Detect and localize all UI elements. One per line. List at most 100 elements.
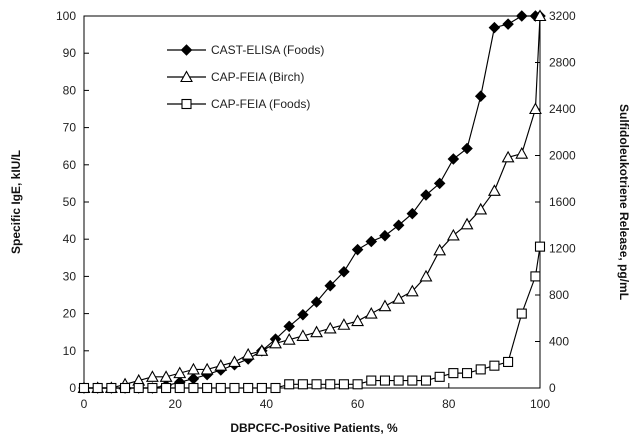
data-point-series-0-23	[392, 219, 405, 232]
data-point-series-1-18	[323, 321, 337, 334]
y-right-tick-label: 1200	[549, 242, 576, 256]
data-point-series-0-31	[502, 18, 514, 30]
plot-frame	[83, 15, 541, 389]
data-point-series-1-8	[187, 362, 200, 375]
data-point-series-2-24	[407, 375, 418, 386]
data-point-series-1-26	[433, 243, 447, 256]
data-point-series-2-31	[503, 356, 514, 368]
data-point-series-0-30	[488, 21, 501, 34]
data-point-series-1-30	[487, 184, 501, 196]
y-left-tick-label: 90	[63, 46, 77, 60]
data-point-series-2-19	[338, 379, 349, 390]
data-point-series-0-27	[447, 153, 460, 165]
data-point-series-2-28	[461, 368, 473, 379]
data-point-series-2-25	[420, 375, 432, 386]
y-right-tick-label: 3200	[549, 9, 576, 23]
y-left-tick-label: 30	[63, 269, 77, 283]
data-point-series-1-24	[405, 284, 419, 297]
data-point-series-2-32	[516, 308, 527, 319]
data-point-series-2-7	[174, 382, 185, 394]
data-point-series-0-21	[365, 235, 378, 248]
data-point-series-2-21	[366, 375, 377, 386]
y-left-tick-label: 50	[63, 195, 77, 209]
data-point-series-2-9	[202, 382, 213, 394]
y-right-axis-title: Sulfidoleukotriene Release, pg/mL	[617, 104, 631, 300]
data-point-series-1-22	[378, 299, 392, 312]
data-point-series-0-22	[379, 229, 391, 242]
data-point-series-1-31	[501, 150, 515, 163]
data-point-series-2-13	[256, 382, 267, 394]
data-point-series-1-21	[364, 306, 378, 319]
data-point-series-2-34	[534, 241, 546, 252]
data-point-series-2-30	[489, 360, 500, 371]
data-point-series-2-11	[229, 382, 240, 394]
data-point-series-2-23	[393, 375, 404, 386]
data-point-series-1-33	[529, 102, 542, 115]
y-left-tick-label: 0	[69, 381, 76, 395]
legend-label-1: CAP-FEIA (Birch)	[211, 70, 304, 84]
x-tick-label: 80	[442, 397, 456, 411]
data-point-series-1-20	[351, 314, 365, 327]
y-right-tick-label: 400	[549, 335, 569, 349]
data-point-series-1-29	[474, 202, 488, 215]
data-point-series-0-17	[310, 296, 323, 308]
data-point-series-0-26	[433, 177, 446, 190]
y-right-tick-label: 800	[549, 288, 569, 302]
data-point-series-0-18	[324, 279, 337, 292]
data-point-series-2-0	[78, 382, 90, 394]
data-point-series-2-20	[352, 379, 363, 390]
series-2	[78, 241, 546, 394]
y-right-tick-label: 2400	[549, 102, 576, 116]
data-point-series-2-27	[448, 368, 459, 379]
data-point-series-1-15	[282, 332, 296, 345]
y-right-tick-label: 0	[549, 381, 556, 395]
legend: CAST-ELISA (Foods) CAP-FEIA (Birch) CAP-FE…	[167, 43, 324, 111]
y-left-tick-label: 80	[63, 83, 77, 97]
y-left-tick-label: 20	[63, 307, 77, 321]
y-right-tick-label: 1600	[549, 195, 576, 209]
x-tick-label: 100	[530, 397, 550, 411]
data-point-series-1-17	[310, 325, 323, 338]
data-point-series-1-14	[269, 336, 282, 349]
data-point-series-0-32	[515, 10, 528, 22]
data-point-series-1-34	[533, 9, 547, 22]
data-point-series-2-29	[475, 364, 486, 375]
y-left-axis-title: Specific IgE, kIU/L	[9, 150, 23, 254]
data-point-series-0-20	[351, 243, 364, 256]
data-point-series-2-26	[434, 371, 445, 382]
legend-label-0: CAST-ELISA (Foods)	[211, 43, 324, 57]
y-left-tick-label: 40	[63, 232, 77, 246]
data-point-series-1-5	[145, 370, 159, 382]
data-point-series-2-1	[92, 382, 103, 394]
data-point-series-2-10	[215, 382, 226, 394]
x-tick-label: 60	[351, 397, 365, 411]
data-point-series-1-13	[255, 344, 269, 356]
data-point-series-2-2	[106, 382, 117, 394]
x-tick-label: 40	[260, 397, 274, 411]
y-right-tick-label: 2800	[549, 56, 576, 70]
data-point-series-2-5	[147, 382, 158, 394]
data-point-series-1-11	[228, 355, 241, 368]
data-point-series-legend-0	[180, 44, 193, 56]
y-left-tick-label: 70	[63, 121, 77, 135]
data-point-series-1-12	[241, 347, 255, 360]
data-point-series-2-8	[188, 382, 199, 394]
data-point-series-2-3	[119, 382, 131, 394]
legend-label-2: CAP-FEIA (Foods)	[211, 97, 310, 111]
data-point-series-1-9	[200, 362, 214, 375]
data-point-series-2-17	[311, 379, 322, 390]
data-point-series-0-15	[283, 320, 295, 333]
data-point-series-0-19	[338, 265, 350, 278]
y-left-tick-label: 100	[56, 9, 76, 23]
y-right-tick-label: 2000	[549, 149, 576, 163]
data-point-series-1-7	[173, 366, 187, 379]
data-point-series-1-27	[446, 228, 460, 241]
data-point-series-1-19	[337, 318, 351, 330]
data-point-series-2-22	[379, 375, 391, 386]
data-point-series-1-32	[515, 146, 529, 159]
data-point-series-1-23	[392, 292, 406, 304]
y-left-tick-label: 10	[63, 344, 77, 358]
x-tick-label: 20	[169, 397, 183, 411]
